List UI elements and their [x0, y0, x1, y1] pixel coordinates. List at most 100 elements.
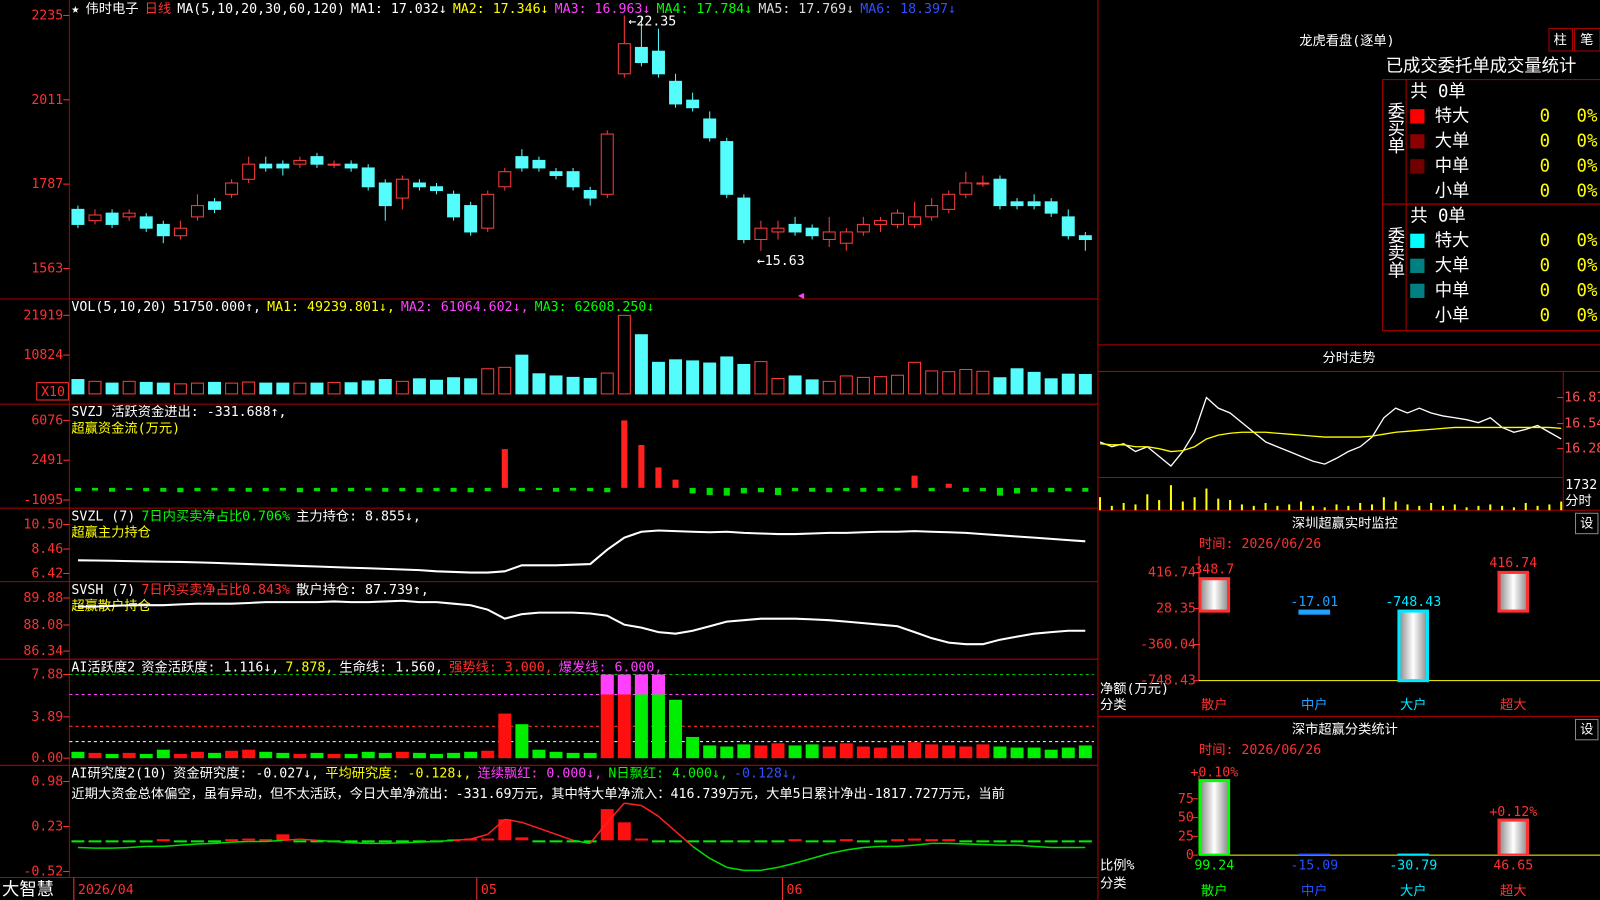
research-line [351, 841, 369, 845]
activity-bar [481, 750, 495, 759]
swatch [1410, 184, 1425, 199]
intraday-vol-bar [1146, 494, 1149, 511]
research-line [504, 818, 523, 824]
summary: 近期大资金总体偏空，虽有异动，但不太活跃，今日大单净流出：-331.69万元，其… [71, 785, 1004, 802]
button-frame[interactable] [1575, 718, 1599, 741]
research-line [231, 840, 249, 843]
settings-button[interactable]: 设 [1580, 722, 1593, 738]
flow-bar [262, 487, 269, 492]
category-label: 中户 [1301, 882, 1328, 899]
y-tick-label: 16.81 [1564, 391, 1600, 406]
row-label: 特大 [1435, 231, 1470, 251]
activity-bar [891, 745, 905, 759]
intraday-vol-bar [1477, 505, 1480, 511]
activity-bar [447, 752, 461, 759]
flow-bar [535, 487, 543, 491]
volume-bar [891, 374, 905, 395]
flow-bar [330, 487, 338, 492]
volume-bar [122, 380, 136, 395]
y-tick-label: 50 [1178, 811, 1194, 826]
candle-body [686, 99, 700, 109]
unit-label: X10 [41, 385, 65, 400]
activity-bar [412, 752, 426, 759]
research-bar [617, 822, 631, 841]
research-line [897, 844, 915, 848]
legend-item: N日飘红: 4.000↓, [608, 765, 728, 781]
candle-body [361, 167, 375, 188]
activity-bar [617, 674, 631, 759]
legend-item: MA4: 17.784↓ [657, 2, 753, 17]
candle-body [88, 214, 102, 222]
activity-bar [464, 751, 478, 759]
research-bar [856, 840, 870, 843]
y-tick-label: 89.88 [23, 591, 63, 606]
activity-bar [788, 745, 802, 759]
flow-bar [228, 487, 235, 492]
flow-bar [518, 487, 525, 492]
row-label: 小单 [1435, 181, 1470, 201]
category-label: 大户 [1400, 882, 1427, 899]
button-frame[interactable] [1575, 512, 1599, 535]
volume-bar [378, 379, 392, 395]
activity-bar [139, 753, 153, 759]
volume-bar [976, 370, 990, 395]
activity-bar [600, 674, 614, 759]
row-count: 0 [1540, 256, 1550, 276]
y-tick-label: 16.28 [1564, 442, 1600, 457]
research-line [589, 821, 608, 844]
candle-body [737, 197, 751, 240]
button-frame[interactable] [1573, 28, 1600, 52]
row-count: 0 [1540, 231, 1550, 251]
button-frame[interactable] [1548, 28, 1573, 52]
flow-bar [1048, 487, 1055, 493]
row-pct: 0% [1577, 131, 1598, 151]
volume-bar [225, 382, 239, 395]
flow-bar [826, 487, 833, 493]
date-label: 2026/04 [78, 883, 134, 898]
intraday-vol-bar [1441, 505, 1444, 511]
volume-bar [634, 334, 648, 395]
flow-bar [877, 487, 884, 492]
candle-body [532, 159, 546, 169]
candle-body [1044, 201, 1058, 214]
candle-body [651, 50, 665, 75]
volume-bar [498, 366, 512, 395]
bar-button[interactable]: 柱 [1554, 32, 1567, 48]
tick-button[interactable]: 笔 [1580, 32, 1593, 48]
total-label: 共 0单 [1410, 82, 1466, 102]
settings-button[interactable]: 设 [1580, 515, 1593, 531]
volume-bar [1078, 374, 1092, 395]
volume-bar [583, 377, 597, 395]
flow-bar [416, 487, 423, 493]
stats-bars [1198, 779, 1530, 856]
research-bar [515, 837, 529, 841]
y-tick-label: 1787 [31, 177, 63, 192]
legend: SVSH (7) 7日内买卖净占比0.843% 散户持仓: 87.739↑, [71, 581, 428, 598]
legend: SVZJ 活跃资金进出: -331.688↑, [71, 404, 286, 420]
research-line [77, 846, 96, 849]
intraday-vol-bar [1193, 497, 1196, 511]
intraday-vol-bar [1288, 504, 1291, 511]
activity-bar [566, 752, 580, 759]
candle-body [617, 43, 631, 75]
candle-body [122, 212, 136, 218]
research-bar [566, 840, 580, 843]
candle-body [430, 186, 443, 192]
activity-bar [532, 749, 546, 759]
flow-bar [689, 487, 696, 494]
research-line [470, 833, 488, 840]
flow-bar [279, 487, 286, 491]
intraday-vol-bar [1548, 504, 1551, 511]
activity-bar [908, 742, 922, 759]
flow-bar [638, 445, 645, 488]
research-line [811, 852, 830, 860]
y-tick-label: 416.74 [1148, 565, 1196, 580]
candle-body [378, 182, 392, 207]
candle-body [549, 171, 563, 176]
activity-burst [617, 674, 631, 695]
activity-bar [361, 751, 375, 759]
volume-bar [737, 363, 751, 395]
candle-body [225, 182, 239, 195]
activity-bar [156, 749, 170, 759]
